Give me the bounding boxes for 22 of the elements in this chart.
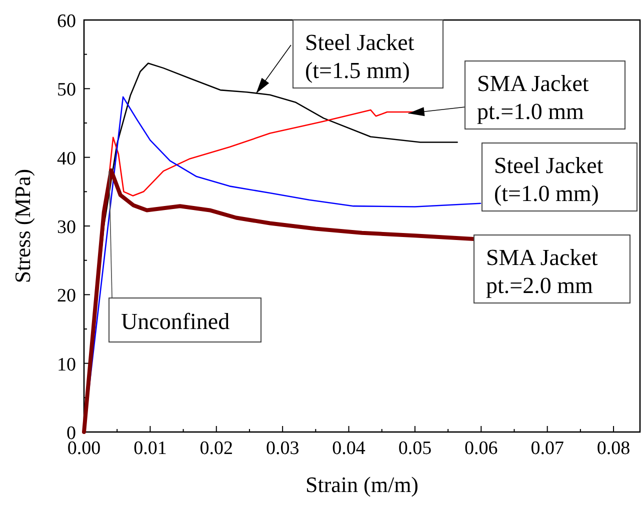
y-tick-label: 10: [57, 354, 76, 376]
x-tick-label: 0.04: [332, 438, 366, 459]
legend-label: Steel Jacket (t=1.5 mm): [305, 30, 415, 83]
y-tick-label: 40: [57, 148, 76, 170]
x-tick-label: 0.07: [530, 438, 564, 459]
y-tick-label: 50: [57, 80, 76, 101]
x-axis-title: Strain (m/m): [305, 472, 419, 497]
x-tick-label: 0.05: [398, 438, 432, 459]
y-tick-label: 60: [57, 11, 76, 32]
y-axis-title: Stress (MPa): [10, 168, 35, 284]
series-label: SMA Jacket pt.=2.0 mm: [486, 245, 598, 298]
x-tick-label: 0.03: [266, 438, 300, 459]
y-tick-label: 30: [57, 217, 76, 238]
x-tick-label: 0.01: [134, 438, 167, 459]
annotation: Unconfined: [121, 309, 230, 334]
series-label: Steel Jacket (t=1.0 mm): [494, 153, 604, 206]
y-tick-label: 20: [57, 286, 76, 307]
legend-label: SMA Jacket pt.=1.0 mm: [477, 71, 590, 124]
line-series: [82, 168, 476, 434]
x-tick-label: 0.06: [464, 438, 498, 459]
x-tick-label: 0.02: [200, 438, 234, 459]
x-tick-label: 0.08: [596, 438, 630, 459]
